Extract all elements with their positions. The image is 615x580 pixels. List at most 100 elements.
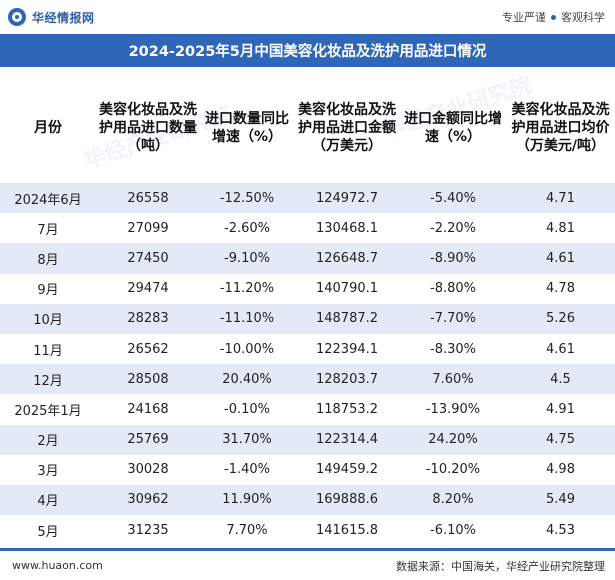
cell-amount-yoy: 8.20% (400, 484, 506, 516)
cell-volume-yoy: 20.40% (200, 364, 294, 395)
cell-month: 2024年6月 (0, 183, 96, 214)
cell-month: 4月 (0, 484, 96, 516)
cell-amount: 122314.4 (294, 424, 400, 455)
cell-month: 12月 (0, 364, 96, 395)
footer-source: 数据来源：中国海关，华经产业研究院整理 (396, 559, 605, 573)
cell-volume-yoy: 31.70% (200, 424, 294, 455)
cell-volume: 31235 (96, 515, 200, 546)
cell-amount-yoy: -6.10% (400, 515, 506, 546)
cell-volume: 26562 (96, 333, 200, 365)
cell-month: 7月 (0, 213, 96, 244)
table-row: 8月 27450 -9.10% 126648.7 -8.90% 4.61 (0, 243, 615, 274)
cell-amount-yoy: -8.90% (400, 243, 506, 274)
cell-volume-yoy: -1.40% (200, 454, 294, 485)
cell-price: 4.81 (506, 213, 615, 244)
cell-volume-yoy: -2.60% (200, 213, 294, 244)
cell-month: 2月 (0, 424, 96, 455)
cell-volume: 28283 (96, 303, 200, 334)
cell-volume-yoy: 7.70% (200, 515, 294, 546)
cell-month: 9月 (0, 273, 96, 304)
table-body: 2024年6月 26558 -12.50% 124972.7 -5.40% 4.71 7月 2… (0, 183, 615, 546)
cell-amount: 140790.1 (294, 273, 400, 304)
cell-month: 8月 (0, 243, 96, 274)
cell-volume: 25769 (96, 424, 200, 455)
table-header-row: 月份 美容化妆品及洗护用品进口数量（吨） 进口数量同比增速（%） 美容化妆品及洗… (0, 73, 615, 183)
top-bar: 华经情报网 专业严谨 客观科学 (0, 0, 615, 34)
cell-amount: 126648.7 (294, 243, 400, 274)
cell-price: 4.61 (506, 333, 615, 365)
header-month: 月份 (34, 120, 62, 136)
cell-price: 4.5 (506, 364, 615, 395)
footer-website: www.huaon.com (12, 559, 103, 572)
cell-month: 5月 (0, 515, 96, 546)
cell-volume-yoy: -0.10% (200, 394, 294, 425)
cell-volume: 30028 (96, 454, 200, 485)
cell-volume-yoy: 11.90% (200, 484, 294, 516)
cell-volume-yoy: -9.10% (200, 243, 294, 274)
table-row: 5月 31235 7.70% 141615.8 -6.10% 4.53 (0, 515, 615, 546)
cell-price: 5.49 (506, 484, 615, 516)
tagline: 专业严谨 客观科学 (502, 9, 605, 25)
cell-volume-yoy: -10.00% (200, 333, 294, 365)
header-amount-yoy: 进口金额同比增速（%） (404, 111, 502, 145)
cell-amount-yoy: 7.60% (400, 364, 506, 395)
cell-volume: 28508 (96, 364, 200, 395)
cell-volume: 26558 (96, 183, 200, 214)
cell-volume: 30962 (96, 484, 200, 516)
cell-amount-yoy: -5.40% (400, 183, 506, 214)
cell-price: 4.71 (506, 183, 615, 214)
brand-logo-icon (8, 8, 26, 26)
cell-price: 4.75 (506, 424, 615, 455)
cell-month: 10月 (0, 303, 96, 334)
cell-amount-yoy: -10.20% (400, 454, 506, 485)
brand: 华经情报网 (8, 8, 95, 26)
table-row: 7月 27099 -2.60% 130468.1 -2.20% 4.81 (0, 213, 615, 244)
cell-amount: 141615.8 (294, 515, 400, 546)
cell-volume-yoy: -11.10% (200, 303, 294, 334)
cell-amount: 130468.1 (294, 213, 400, 244)
cell-amount-yoy: -2.20% (400, 213, 506, 244)
header-price: 美容化妆品及洗护用品进口均价（万美元/吨） (511, 102, 610, 154)
cell-amount-yoy: 24.20% (400, 424, 506, 455)
cell-amount-yoy: -13.90% (400, 394, 506, 425)
brand-name: 华经情报网 (32, 10, 95, 25)
tagline-right: 客观科学 (561, 11, 605, 24)
cell-price: 4.91 (506, 394, 615, 425)
cell-price: 4.78 (506, 273, 615, 304)
cell-amount: 149459.2 (294, 454, 400, 485)
table-row: 9月 29474 -11.20% 140790.1 -8.80% 4.78 (0, 273, 615, 304)
cell-price: 5.26 (506, 303, 615, 334)
table-row: 2024年6月 26558 -12.50% 124972.7 -5.40% 4.71 (0, 183, 615, 214)
cell-month: 11月 (0, 333, 96, 365)
cell-volume-yoy: -11.20% (200, 273, 294, 304)
table-row: 4月 30962 11.90% 169888.6 8.20% 5.49 (0, 484, 615, 516)
cell-amount: 124972.7 (294, 183, 400, 214)
header-volume: 美容化妆品及洗护用品进口数量（吨） (99, 102, 197, 154)
header-volume-yoy: 进口数量同比增速（%） (205, 111, 289, 145)
cell-volume-yoy: -12.50% (200, 183, 294, 214)
table-title: 2024-2025年5月中国美容化妆品及洗护用品进口情况 (0, 34, 615, 67)
header-amount: 美容化妆品及洗护用品进口金额（万美元） (298, 102, 396, 154)
cell-price: 4.53 (506, 515, 615, 546)
import-table: 月份 美容化妆品及洗护用品进口数量（吨） 进口数量同比增速（%） 美容化妆品及洗… (0, 73, 615, 546)
table-row: 10月 28283 -11.10% 148787.2 -7.70% 5.26 (0, 303, 615, 334)
cell-amount: 169888.6 (294, 484, 400, 516)
cell-amount-yoy: -7.70% (400, 303, 506, 334)
footer: www.huaon.com 数据来源：中国海关，华经产业研究院整理 (0, 548, 615, 580)
cell-month: 3月 (0, 454, 96, 485)
cell-amount: 148787.2 (294, 303, 400, 334)
tagline-left: 专业严谨 (502, 11, 546, 24)
cell-amount: 128203.7 (294, 364, 400, 395)
cell-volume: 29474 (96, 273, 200, 304)
cell-volume: 24168 (96, 394, 200, 425)
cell-volume: 27450 (96, 243, 200, 274)
table-row: 11月 26562 -10.00% 122394.1 -8.30% 4.61 (0, 333, 615, 365)
cell-amount-yoy: -8.30% (400, 333, 506, 365)
cell-amount: 118753.2 (294, 394, 400, 425)
table-row: 12月 28508 20.40% 128203.7 7.60% 4.5 (0, 364, 615, 395)
cell-price: 4.98 (506, 454, 615, 485)
cell-price: 4.61 (506, 243, 615, 274)
cell-volume: 27099 (96, 213, 200, 244)
table-row: 2025年1月 24168 -0.10% 118753.2 -13.90% 4.91 (0, 394, 615, 425)
cell-amount-yoy: -8.80% (400, 273, 506, 304)
